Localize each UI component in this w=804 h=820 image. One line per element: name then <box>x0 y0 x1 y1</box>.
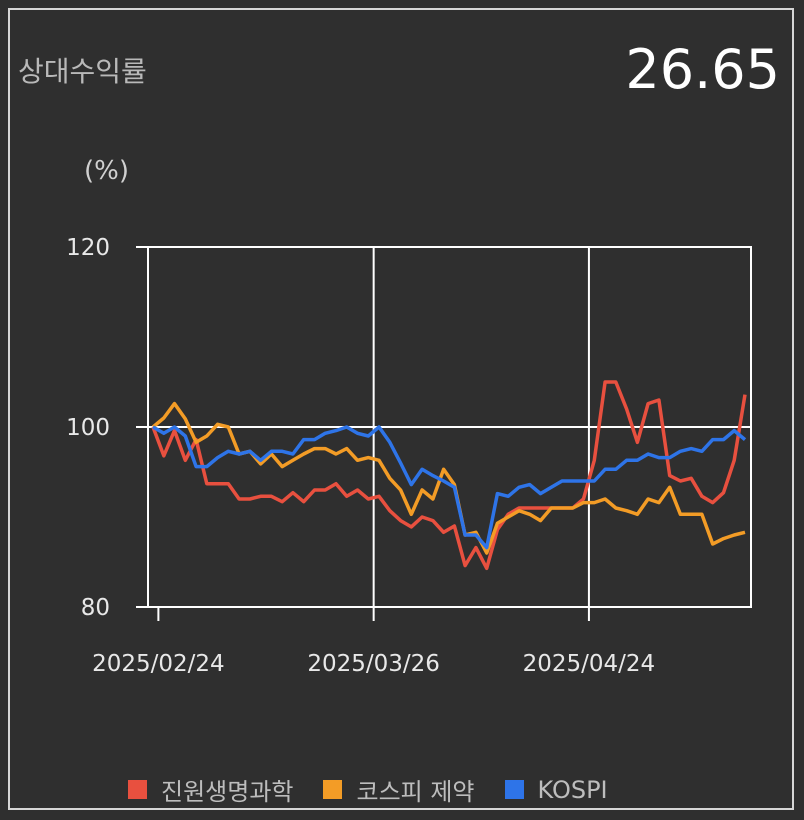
legend-swatch-series-1 <box>128 780 147 799</box>
line-chart: 80 100 120 2025/02/24 2025/03/26 2025/04/24 <box>66 235 752 677</box>
legend-item-series-2: 코스피 제약 <box>323 772 475 807</box>
legend-item-series-1: 진원생명과학 <box>128 772 293 807</box>
y-tick-label: 80 <box>81 595 110 621</box>
legend-item-series-3: KOSPI <box>504 775 608 804</box>
legend-label-series-3: KOSPI <box>537 775 608 804</box>
series-line-3 <box>152 425 747 550</box>
x-tick-label: 2025/02/24 <box>92 651 225 677</box>
return-value: 26.65 <box>625 38 780 101</box>
y-tick-label: 100 <box>66 415 110 441</box>
legend-swatch-series-3 <box>504 780 524 799</box>
chart-title: 상대수익률 <box>18 55 147 88</box>
legend-label-series-1: 진원생명과학 <box>161 778 294 806</box>
y-axis-unit: (%) <box>84 156 129 186</box>
chart-card: 상대수익률 26.65 (%) 80 100 120 2025/02/24 2025/0… <box>8 8 794 810</box>
x-tick-label: 2025/04/24 <box>523 651 656 677</box>
y-tick-label: 120 <box>66 235 110 261</box>
x-tick-label: 2025/03/26 <box>307 651 440 677</box>
legend-label-series-2: 코스피 제약 <box>356 778 475 806</box>
legend: 진원생명과학 코스피 제약 KOSPI <box>128 772 638 807</box>
series-line-1 <box>151 380 747 571</box>
legend-swatch-series-2 <box>323 780 343 799</box>
